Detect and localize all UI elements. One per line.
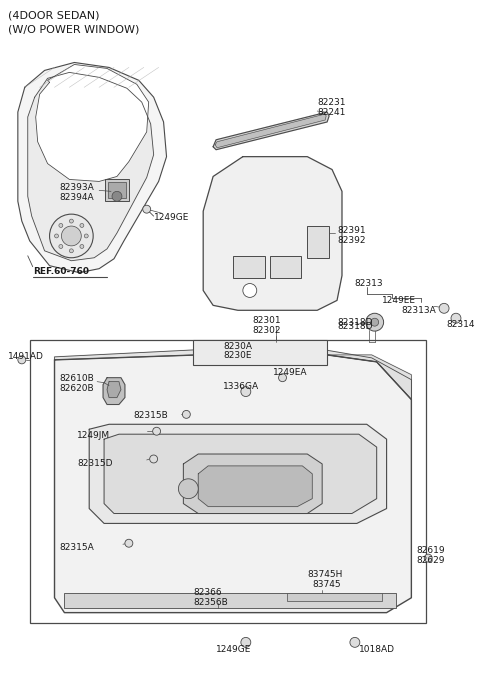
Polygon shape [55, 352, 411, 612]
Text: 1249JM: 1249JM [77, 431, 110, 440]
Text: 1249EE: 1249EE [382, 297, 416, 305]
Text: 82356B: 82356B [193, 598, 228, 607]
Text: 1249GE: 1249GE [216, 645, 252, 654]
Text: 1249GE: 1249GE [154, 213, 189, 222]
Circle shape [70, 219, 73, 223]
Circle shape [70, 249, 73, 252]
Text: REF.60-760: REF.60-760 [33, 267, 89, 276]
Circle shape [143, 205, 151, 213]
Circle shape [243, 283, 257, 297]
Text: 8230A: 8230A [223, 342, 252, 351]
Bar [233, 256, 264, 277]
Polygon shape [103, 378, 125, 405]
Circle shape [424, 554, 432, 562]
Circle shape [150, 455, 157, 463]
Polygon shape [107, 382, 121, 398]
Polygon shape [104, 434, 377, 513]
Text: 1018AD: 1018AD [359, 645, 395, 654]
Text: 82315A: 82315A [60, 544, 94, 552]
Circle shape [451, 313, 461, 323]
Text: 82315D: 82315D [77, 459, 113, 468]
Bar [30, 340, 426, 623]
Circle shape [80, 224, 84, 228]
Circle shape [439, 303, 449, 313]
Bar [270, 256, 301, 277]
Text: 82318D: 82318D [337, 322, 372, 331]
Text: 82619: 82619 [416, 546, 445, 555]
Text: 83745: 83745 [312, 580, 341, 589]
Bar [64, 593, 396, 608]
Circle shape [61, 226, 81, 246]
Text: 82393A: 82393A [60, 184, 94, 193]
Text: 82315B: 82315B [134, 411, 168, 420]
Text: 82241: 82241 [317, 108, 346, 117]
Polygon shape [55, 347, 411, 400]
Bar [288, 593, 382, 601]
Text: 82392: 82392 [337, 236, 366, 245]
Text: 82302: 82302 [253, 326, 281, 335]
Text: 82391: 82391 [337, 226, 366, 235]
Text: (4DOOR SEDAN): (4DOOR SEDAN) [8, 11, 99, 21]
Text: 82318D: 82318D [337, 319, 372, 327]
Text: 82620B: 82620B [60, 384, 94, 393]
Polygon shape [203, 157, 342, 310]
Circle shape [49, 214, 93, 258]
Polygon shape [89, 424, 386, 524]
Text: 82313A: 82313A [401, 306, 436, 315]
Circle shape [182, 411, 190, 418]
Text: 82301: 82301 [253, 316, 281, 325]
Text: 82313: 82313 [355, 279, 384, 288]
Polygon shape [28, 72, 154, 261]
Bar [108, 182, 126, 198]
Circle shape [366, 313, 384, 331]
Polygon shape [213, 112, 329, 150]
Text: 83745H: 83745H [307, 570, 343, 579]
Circle shape [112, 191, 122, 202]
Polygon shape [327, 355, 411, 400]
Text: 8230E: 8230E [223, 351, 252, 360]
Circle shape [55, 234, 59, 238]
Circle shape [59, 244, 63, 248]
Circle shape [84, 234, 88, 238]
Circle shape [125, 539, 133, 547]
Text: 1336GA: 1336GA [223, 382, 259, 391]
Text: 82314: 82314 [446, 320, 475, 330]
Circle shape [278, 374, 287, 382]
Text: 82366: 82366 [193, 588, 222, 597]
Circle shape [153, 427, 161, 436]
Circle shape [80, 244, 84, 248]
Text: 82394A: 82394A [60, 193, 94, 202]
Polygon shape [36, 65, 149, 182]
Text: 1249EA: 1249EA [273, 368, 307, 377]
Text: 82231: 82231 [317, 98, 346, 107]
Text: 82629: 82629 [416, 556, 445, 565]
Bar [307, 226, 329, 258]
Bar [193, 340, 327, 365]
Text: 1491AD: 1491AD [8, 352, 44, 361]
Circle shape [350, 637, 360, 647]
Polygon shape [183, 454, 322, 513]
Bar [105, 180, 129, 202]
Polygon shape [215, 114, 326, 148]
Circle shape [241, 387, 251, 396]
Polygon shape [198, 466, 312, 506]
Circle shape [241, 637, 251, 647]
Circle shape [59, 224, 63, 228]
Text: 82610B: 82610B [60, 374, 94, 383]
Circle shape [18, 356, 26, 364]
Text: (W/O POWER WINDOW): (W/O POWER WINDOW) [8, 25, 139, 35]
Polygon shape [18, 63, 167, 272]
Circle shape [371, 319, 379, 326]
Circle shape [179, 479, 198, 499]
